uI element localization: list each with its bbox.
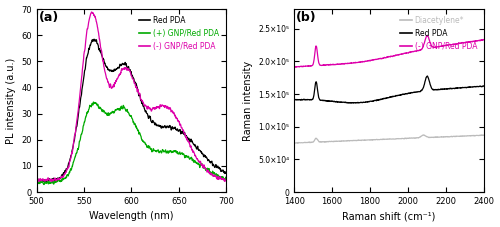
X-axis label: Raman shift (cm⁻¹): Raman shift (cm⁻¹) [342,211,436,222]
Y-axis label: Raman intensity: Raman intensity [242,60,252,141]
Text: (b): (b) [296,11,316,24]
Text: (a): (a) [38,11,58,24]
X-axis label: Wavelength (nm): Wavelength (nm) [89,211,174,222]
Y-axis label: PL intensity (a.u.): PL intensity (a.u.) [6,57,16,144]
Legend: Diacetylene*, Red PDA, (-) GNP/Red PDA: Diacetylene*, Red PDA, (-) GNP/Red PDA [397,13,480,54]
Legend: Red PDA, (+) GNP/Red PDA, (-) GNP/Red PDA: Red PDA, (+) GNP/Red PDA, (-) GNP/Red PD… [136,13,222,54]
